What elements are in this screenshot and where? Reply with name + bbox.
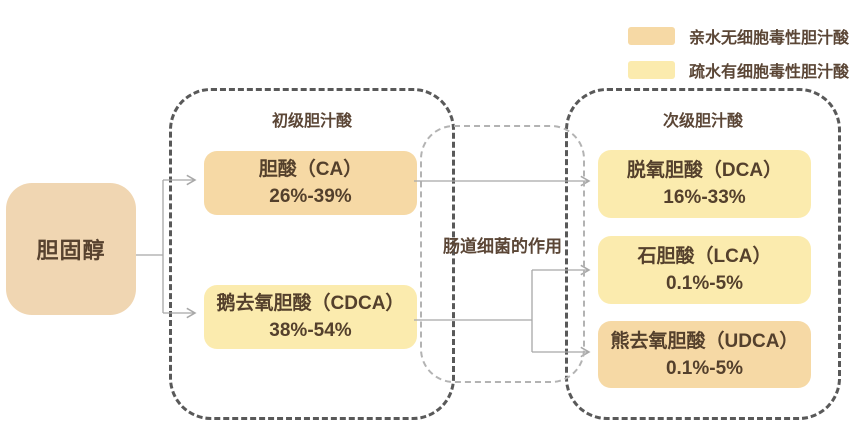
group-secondary-bile-acids: 次级胆汁酸 脱氧胆酸（DCA） 16%-33% 石胆酸（LCA） 0.1%-5%… — [565, 88, 841, 420]
group-primary-bile-acids: 初级胆汁酸 胆酸（CA） 26%-39% 鹅去氧胆酸（CDCA） 38%-54% — [169, 88, 455, 420]
node-dca: 脱氧胆酸（DCA） 16%-33% — [598, 150, 811, 218]
node-dca-range: 16%-33% — [663, 187, 746, 208]
legend-swatch-hydrophobic — [628, 61, 675, 79]
node-cholesterol: 胆固醇 — [6, 183, 136, 315]
node-udca: 熊去氧胆酸（UDCA） 0.1%-5% — [598, 321, 811, 388]
node-lca-name: 石胆酸（LCA） — [637, 246, 772, 267]
intestinal-bacteria-label: 肠道细菌的作用 — [443, 237, 562, 256]
node-udca-range: 0.1%-5% — [665, 357, 744, 379]
node-lca: 石胆酸（LCA） 0.1%-5% — [598, 236, 811, 304]
node-cdca: 鹅去氧胆酸（CDCA） 38%-54% — [204, 285, 417, 349]
node-ca-range: 26%-39% — [269, 186, 352, 207]
node-cdca-name: 鹅去氧胆酸（CDCA） — [216, 293, 405, 314]
node-lca-range: 0.1%-5% — [665, 273, 744, 294]
node-udca-name: 熊去氧胆酸（UDCA） — [610, 330, 799, 352]
group-title-secondary: 次级胆汁酸 — [662, 113, 743, 130]
group-intestinal-bacteria: 肠道细菌的作用 — [420, 125, 585, 383]
node-ca: 胆酸（CA） 26%-39% — [204, 151, 417, 215]
legend-label: 疏水有细胞毒性胆汁酸 — [689, 64, 850, 81]
group-title-primary: 初级胆汁酸 — [271, 113, 352, 130]
legend-swatch-hydrophilic — [628, 27, 675, 45]
node-dca-name: 脱氧胆酸（DCA） — [626, 160, 783, 181]
legend-item-hydrophilic: 亲水无细胞毒性胆汁酸 — [628, 24, 849, 48]
legend-item-hydrophobic: 疏水有细胞毒性胆汁酸 — [628, 58, 849, 82]
legend: 亲水无细胞毒性胆汁酸 疏水有细胞毒性胆汁酸 — [628, 24, 849, 92]
node-ca-name: 胆酸（CA） — [258, 159, 363, 180]
node-cdca-range: 38%-54% — [269, 320, 352, 341]
legend-label: 亲水无细胞毒性胆汁酸 — [689, 30, 850, 47]
